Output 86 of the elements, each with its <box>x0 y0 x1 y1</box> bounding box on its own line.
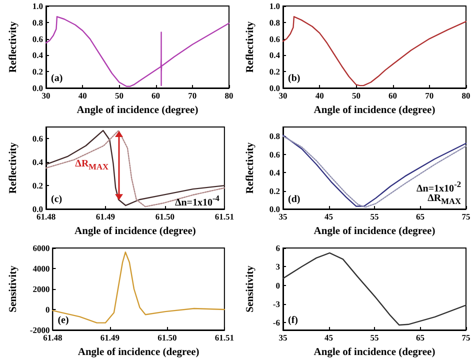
x-tick-label: 35 <box>278 212 288 222</box>
y-axis-title: Reflectivity <box>245 142 256 194</box>
line-series <box>52 252 226 324</box>
x-tick-label: 70 <box>425 90 434 100</box>
annotation: ΔR$_{MAX}$ <box>428 193 461 208</box>
x-tick-label: 65 <box>416 332 424 342</box>
x-tick-label: 61.49 <box>100 332 120 342</box>
annotation: Δn=1x10$^{-2}$ <box>416 179 461 194</box>
x-tick-label: 61.48 <box>36 212 56 222</box>
x-tick-label: 55 <box>370 332 379 342</box>
x-tick-label: 45 <box>324 212 333 222</box>
x-tick-label: 61.51 <box>214 212 234 222</box>
x-tick-label: 70 <box>188 90 197 100</box>
x-tick-label: 35 <box>278 332 288 342</box>
y-tick-label: 0.2 <box>32 66 43 77</box>
y-tick-label: 0.2 <box>269 66 280 77</box>
line-series <box>282 16 467 86</box>
x-tick-label: 61.50 <box>155 212 175 222</box>
x-axis-title: Angle of incidence (degree) <box>78 347 200 358</box>
line-series <box>282 252 467 326</box>
y-tick-label: -3 <box>272 298 280 309</box>
x-tick-label: 61.51 <box>214 332 234 342</box>
annotation: (f) <box>288 315 298 327</box>
y-tick-label: 0.0 <box>32 204 43 214</box>
y-tick-label: 6 <box>276 243 280 253</box>
x-tick-label: 60 <box>152 90 160 100</box>
x-tick-label: 60 <box>388 90 398 100</box>
y-tick-label: 0.0 <box>269 83 280 93</box>
x-tick-label: 45 <box>324 332 333 342</box>
annotation: (e) <box>58 315 69 327</box>
x-tick-label: 50 <box>114 90 124 100</box>
annotation: ΔR$_{MAX}$ <box>75 158 109 174</box>
x-tick-label: 30 <box>278 90 288 100</box>
y-axis-title: Reflectivity <box>245 20 256 73</box>
y-axis-title: Sensitivity <box>8 264 19 312</box>
y-axis-title: Reflectivity <box>8 142 19 194</box>
y-tick-label: 3 <box>276 262 280 272</box>
x-axis-title: Angle of incidence (degree) <box>76 105 199 116</box>
annotation: Δn=1x10$^{-4}$ <box>174 193 220 210</box>
x-tick-label: 61.48 <box>43 332 62 342</box>
y-tick-label: 0.0 <box>269 204 280 214</box>
annotation: (b) <box>288 73 300 85</box>
y-tick-label: 0.8 <box>269 131 280 142</box>
y-tick-label: 0.8 <box>269 17 280 28</box>
y-tick-label: 0.2 <box>32 180 43 191</box>
y-tick-label: -6 <box>272 318 280 328</box>
x-tick-label: 30 <box>42 90 50 100</box>
x-tick-label: 40 <box>78 90 87 100</box>
x-axis-title: Angle of incidence (degree) <box>314 347 436 358</box>
y-tick-label: 6000 <box>32 243 50 253</box>
y-tick-label: 0.2 <box>269 186 280 196</box>
y-tick-label: 0.4 <box>269 50 281 60</box>
x-tick-label: 75 <box>462 332 470 342</box>
y-tick-label: 0.6 <box>269 149 280 160</box>
x-axis-title: Angle of incidence (degree) <box>74 226 196 237</box>
x-tick-label: 65 <box>416 212 424 222</box>
y-tick-label: 1.0 <box>269 1 280 11</box>
x-tick-label: 50 <box>352 90 360 100</box>
y-tick-label: 0.6 <box>269 34 280 44</box>
y-tick-label: 0 <box>45 304 50 314</box>
annotation: (c) <box>51 194 62 206</box>
y-tick-label: 1.0 <box>32 1 43 11</box>
y-tick-label: 0.6 <box>32 34 43 44</box>
y-tick-label: -2000 <box>30 325 50 335</box>
y-tick-label: 0.0 <box>32 83 43 93</box>
y-tick-label: 0.6 <box>32 134 43 144</box>
annotation: (a) <box>51 73 63 85</box>
y-tick-label: 0.8 <box>32 17 43 28</box>
x-tick-label: 80 <box>224 90 234 100</box>
x-tick-label: 40 <box>315 90 324 100</box>
x-tick-label: 75 <box>462 212 470 222</box>
annotation: (d) <box>288 194 300 206</box>
x-tick-label: 80 <box>462 90 470 100</box>
x-tick-label: 61.49 <box>96 212 116 222</box>
x-tick-label: 55 <box>370 212 379 222</box>
x-axis-title: Angle of incidence (degree) <box>314 226 436 237</box>
y-tick-label: 0.4 <box>32 50 44 60</box>
y-tick-label: 0.4 <box>269 168 281 178</box>
y-axis-title: Reflectivity <box>8 20 19 73</box>
x-axis-title: Angle of incidence (degree) <box>314 105 436 116</box>
y-axis-title: Sensitivity <box>245 264 256 312</box>
x-tick-label: 61.50 <box>158 332 177 342</box>
y-tick-label: 2000 <box>32 284 50 294</box>
y-tick-label: 4000 <box>32 264 50 274</box>
y-tick-label: 0 <box>276 280 280 290</box>
y-tick-label: 0.4 <box>32 157 44 168</box>
